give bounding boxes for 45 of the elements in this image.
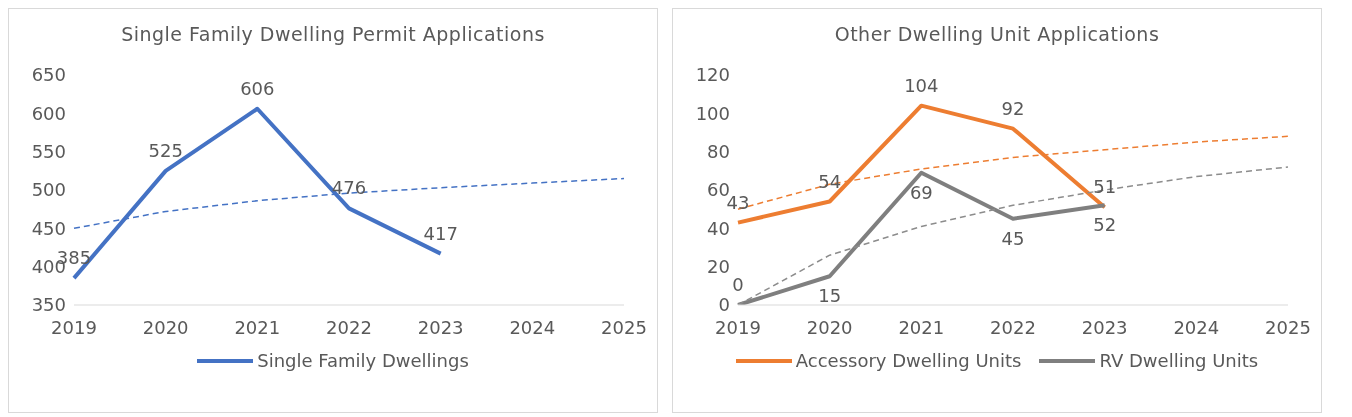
y-tick-label: 650 — [31, 64, 66, 86]
chart-title: Single Family Dwelling Permit Applications — [120, 23, 546, 45]
data-label: 51 — [1093, 176, 1117, 198]
y-tick-label: 350 — [31, 294, 66, 316]
y-tick-label: 80 — [707, 141, 730, 163]
data-label: 52 — [1093, 214, 1117, 236]
y-tick-label: 40 — [707, 217, 730, 239]
y-tick-label: 0 — [718, 294, 730, 316]
y-tick-label: 60 — [707, 179, 730, 201]
y-tick-label: 500 — [31, 179, 66, 201]
data-label: 417 — [423, 222, 458, 244]
x-tick-label: 2021 — [234, 316, 281, 338]
data-label: 606 — [240, 77, 275, 99]
x-tick-label: 2024 — [1173, 316, 1220, 338]
x-tick-label: 2025 — [601, 316, 647, 338]
data-label: 54 — [818, 170, 842, 192]
y-tick-label: 450 — [31, 217, 66, 239]
x-tick-label: 2022 — [990, 316, 1036, 338]
x-tick-label: 2019 — [715, 316, 761, 338]
y-tick-label: 600 — [31, 102, 66, 124]
legend-label: Single Family Dwellings — [256, 350, 469, 371]
data-label: 45 — [1001, 227, 1025, 249]
x-tick-label: 2023 — [417, 316, 464, 338]
y-tick-label: 100 — [695, 102, 730, 124]
x-tick-label: 2025 — [1265, 316, 1311, 338]
x-tick-label: 2019 — [51, 316, 97, 338]
x-tick-label: 2020 — [142, 316, 189, 338]
y-tick-label: 120 — [695, 64, 730, 86]
y-tick-label: 550 — [31, 141, 66, 163]
x-tick-label: 2021 — [898, 316, 945, 338]
legend-label: RV Dwelling Units — [1098, 350, 1259, 371]
x-tick-label: 2020 — [806, 316, 853, 338]
data-label: 104 — [904, 74, 939, 96]
legend-label: Accessory Dwelling Units — [794, 350, 1022, 371]
data-label: 476 — [331, 177, 367, 199]
x-tick-label: 2023 — [1081, 316, 1128, 338]
data-label: 0 — [732, 274, 744, 295]
y-tick-label: 20 — [707, 256, 730, 278]
chart-title: Other Dwelling Unit Applications — [833, 23, 1161, 45]
data-label: 525 — [148, 139, 183, 161]
data-label: 15 — [818, 285, 842, 307]
data-label: 69 — [909, 181, 933, 203]
x-tick-label: 2024 — [509, 316, 556, 338]
data-label: 92 — [1001, 97, 1025, 119]
x-tick-label: 2022 — [326, 316, 372, 338]
